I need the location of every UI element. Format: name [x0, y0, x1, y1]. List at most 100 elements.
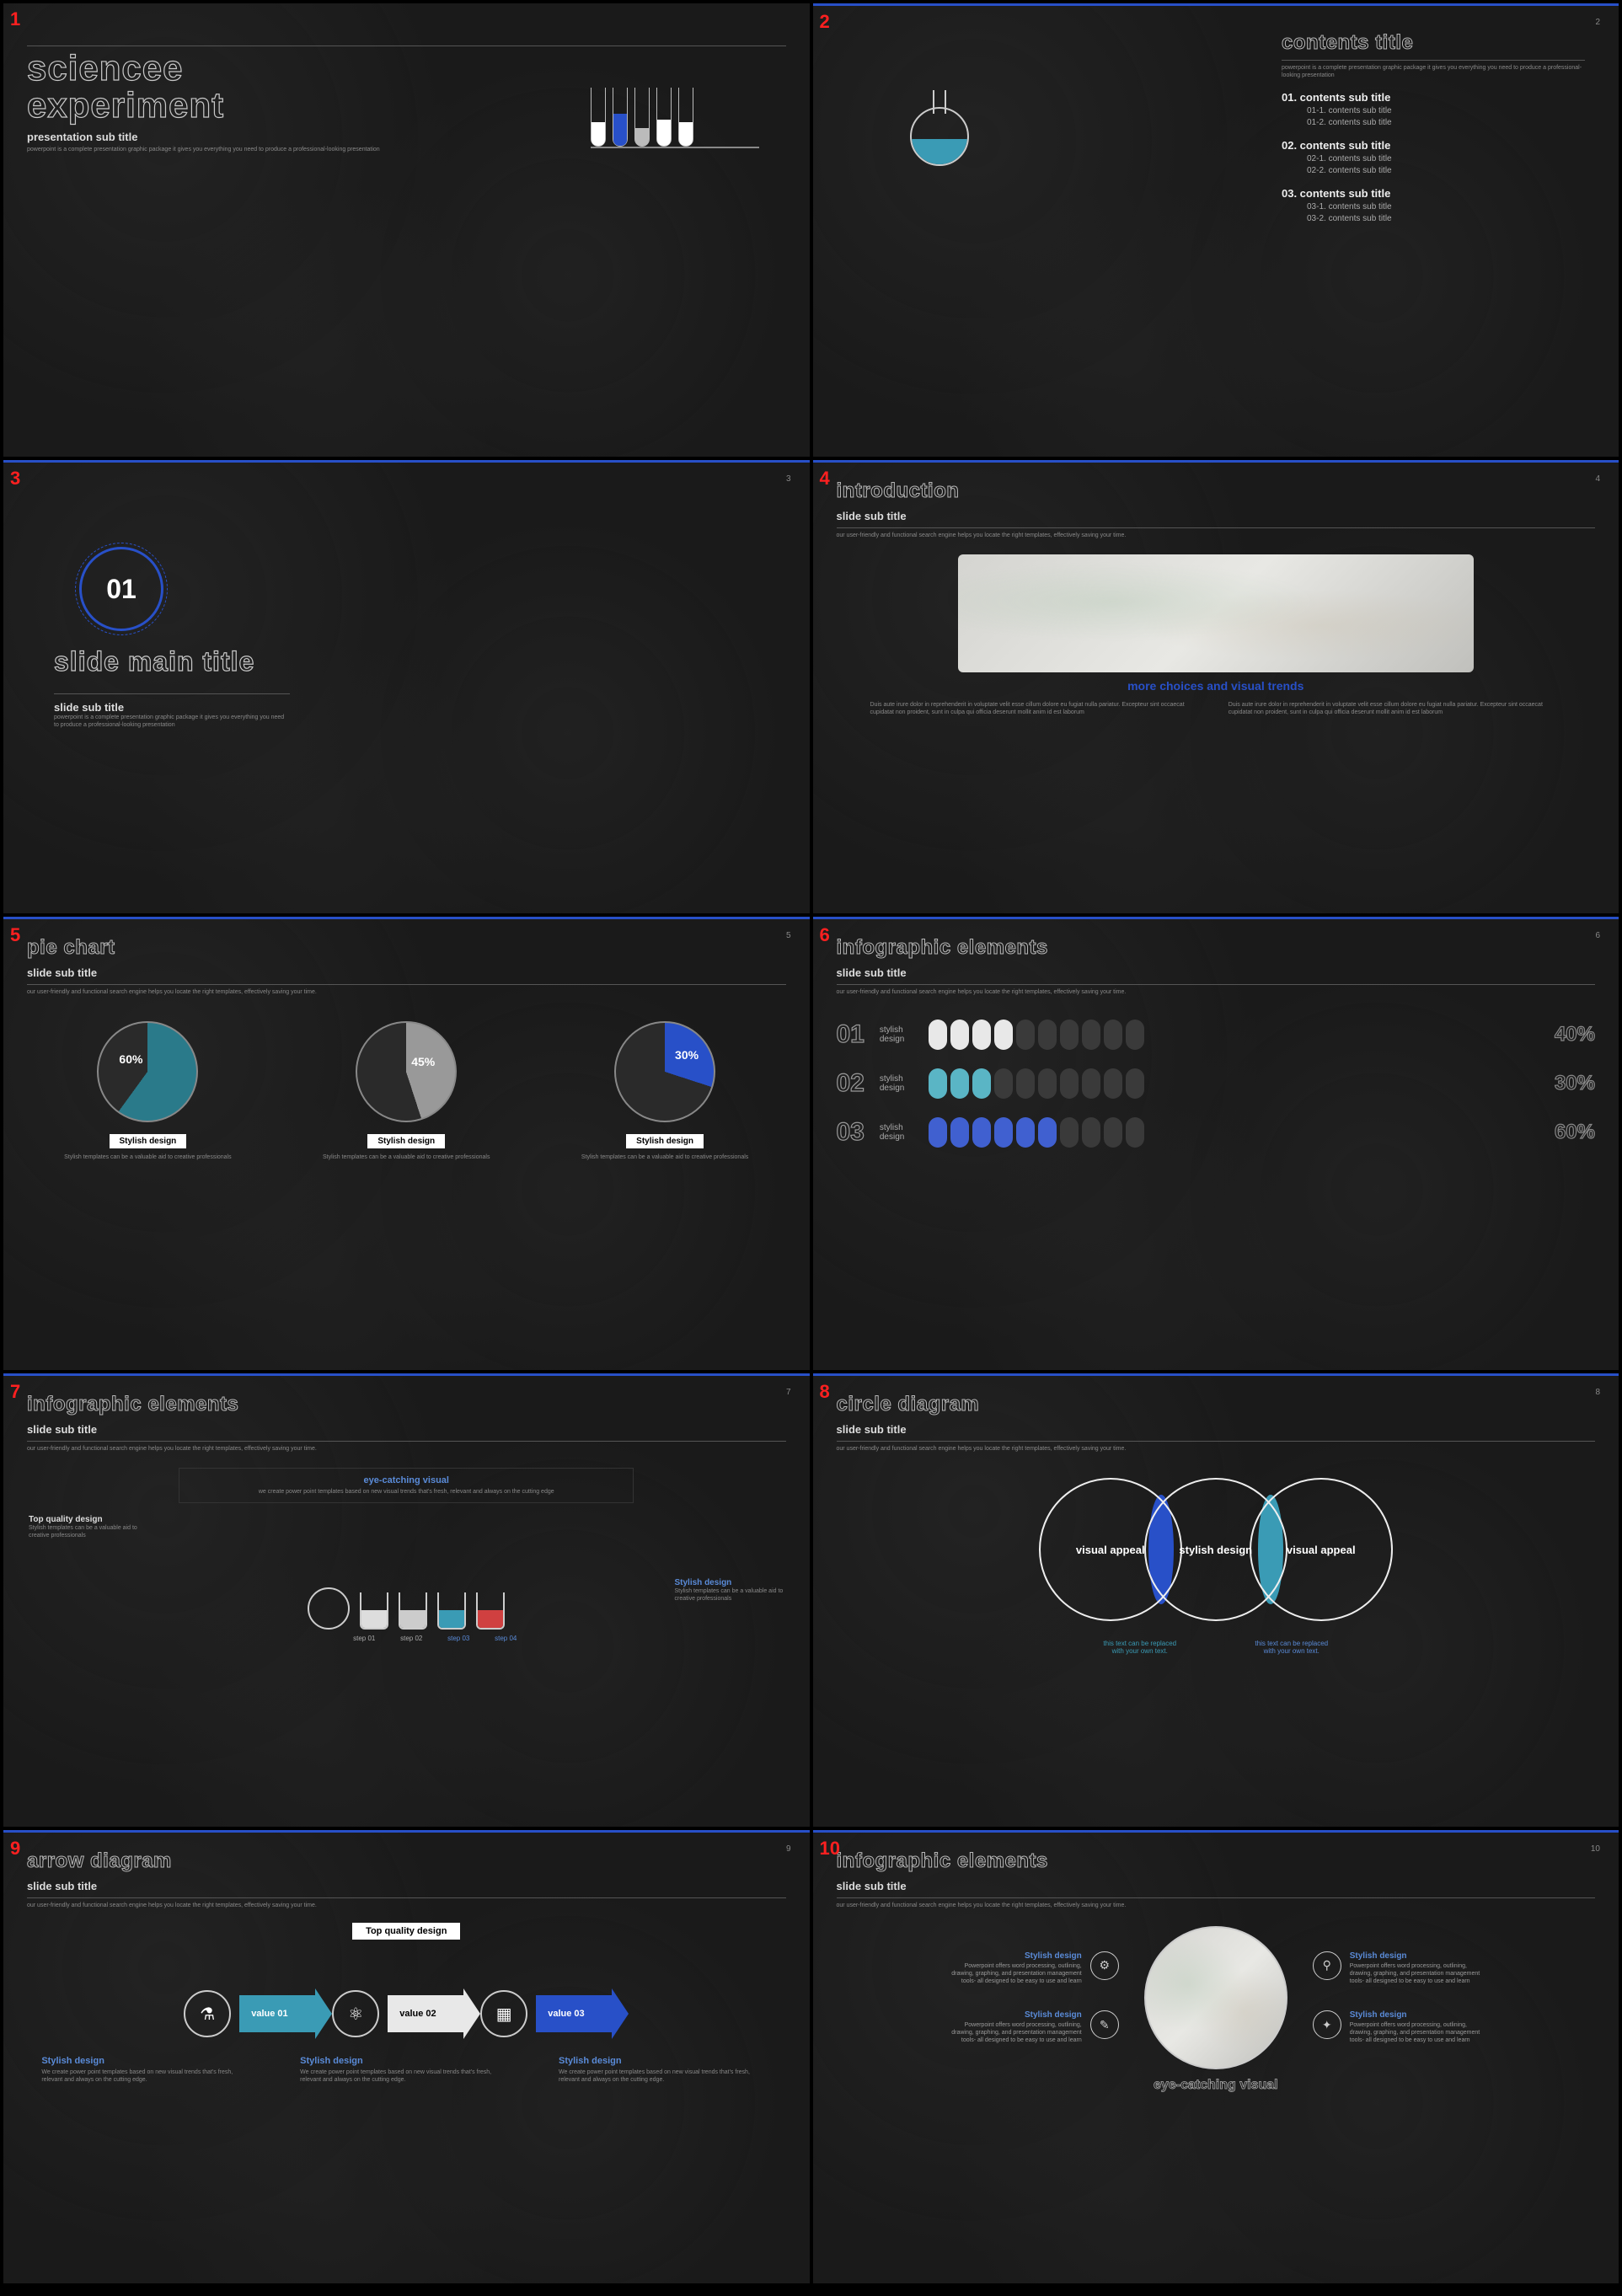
slide-subtitle: slide sub title: [837, 966, 1596, 979]
distillation-illustration: [27, 1520, 786, 1630]
pie-charts: 60% Stylish design Stylish templates can b…: [27, 1021, 786, 1161]
slide-10: 10 10 infographic elements slide sub tit…: [813, 1830, 1619, 2283]
slide-subtitle: slide sub title: [837, 1423, 1596, 1436]
contents-sub: 03-1. contents sub title: [1307, 202, 1585, 211]
slide-8: 8 8 circle diagram slide sub title our u…: [813, 1373, 1619, 1827]
arrow-cell: ⚛value 02: [332, 1990, 480, 2037]
item-head: Stylish design: [1350, 2010, 1481, 2020]
sd-text: Stylish templates can be a valuable aid …: [675, 1587, 784, 1603]
arrow-sequence: ⚗value 01⚛value 02▦value 03: [27, 1990, 786, 2037]
eye-heading: eye-catching visual: [193, 1475, 619, 1485]
page-badge: 7: [10, 1381, 20, 1403]
arrow-icon: ⚛: [332, 1990, 379, 2037]
item-head: Stylish design: [950, 2010, 1082, 2020]
item-icon: ✦: [1313, 2010, 1341, 2039]
contents-sub: 01-2. contents sub title: [1307, 118, 1585, 127]
item-text: Stylish designPowerpoint offers word pro…: [1350, 2010, 1481, 2044]
right-items: ⚲ Stylish designPowerpoint offers word pr…: [1313, 1951, 1481, 2045]
step-label: step 01: [348, 1635, 380, 1642]
slide-desc: our user-friendly and functional search …: [837, 988, 1596, 996]
contents-head: 01. contents sub title: [1282, 91, 1585, 104]
slide-title: infographic elements: [837, 1849, 1596, 1873]
pill: [1060, 1117, 1079, 1148]
pill: [950, 1068, 969, 1099]
page-badge: 4: [820, 468, 830, 490]
pill: [929, 1117, 947, 1148]
slide-title: introduction: [837, 479, 1596, 503]
pill: [972, 1020, 991, 1050]
slide-desc: our user-friendly and functional search …: [27, 1902, 786, 1909]
contents-sub: 03-2. contents sub title: [1307, 214, 1585, 223]
slide-3: 3 3 01 slide main title slide sub title …: [3, 460, 810, 913]
bar-row: 02stylish design30%: [837, 1068, 1596, 1099]
caption-text: We create power point templates based on…: [300, 2069, 512, 2084]
description: powerpoint is a complete presentation gr…: [27, 146, 482, 153]
bar-pills: [929, 1117, 1521, 1148]
pill: [1082, 1068, 1100, 1099]
pie-pct: 60%: [119, 1052, 142, 1066]
contents-block: contents title powerpoint is a complete …: [1282, 31, 1585, 223]
pill: [1060, 1068, 1079, 1099]
number-circle: 01: [79, 547, 163, 631]
bar-row: 03stylish design60%: [837, 1117, 1596, 1148]
beaker-4: [476, 1592, 505, 1630]
pie-tag: Stylish design: [626, 1134, 704, 1148]
arrow-caption: Stylish designWe create power point temp…: [41, 2056, 254, 2084]
center-photo: [1144, 1926, 1287, 2069]
item-icon: ✎: [1090, 2010, 1119, 2039]
slide-subtitle: slide sub title: [837, 510, 1596, 522]
pie-block: 45%Stylish designStylish templates can b…: [300, 1021, 512, 1161]
pill: [994, 1068, 1013, 1099]
item-text: Stylish designPowerpoint offers word pro…: [950, 2010, 1082, 2044]
slide-4: 4 4 introduction slide sub title our use…: [813, 460, 1619, 913]
page-badge: 2: [820, 11, 830, 33]
bar-num: 03: [837, 1118, 865, 1147]
test-tube: [613, 88, 628, 147]
slide-1: 1 sciencee experiment presentation sub t…: [3, 3, 810, 457]
caption-text: We create power point templates based on…: [559, 2069, 771, 2084]
pill: [950, 1020, 969, 1050]
arrow-icon: ▦: [480, 1990, 527, 2037]
pie-chart: 60%: [97, 1021, 198, 1122]
slide-number: 3: [786, 474, 791, 484]
item-icon: ⚲: [1313, 1951, 1341, 1980]
step-label: step 03: [442, 1635, 474, 1642]
slide-7: 7 7 infographic elements slide sub title…: [3, 1373, 810, 1827]
slide-title: arrow diagram: [27, 1849, 786, 1873]
bar-label: stylish design: [880, 1074, 913, 1093]
pill: [1038, 1117, 1057, 1148]
contents-item: 01. contents sub title01-1. contents sub…: [1282, 91, 1585, 127]
page-badge: 10: [820, 1838, 840, 1860]
item-head: Stylish design: [1350, 1951, 1481, 1961]
pill: [950, 1117, 969, 1148]
contents-sub: 02-2. contents sub title: [1307, 166, 1585, 175]
venn-circle-2: stylish design: [1144, 1478, 1287, 1621]
eye-catching-box: eye-catching visual we create power poin…: [179, 1468, 634, 1503]
beaker-illustration: [591, 88, 759, 206]
step-labels: step 01step 02step 03step 04: [27, 1635, 786, 1642]
item-icon: ⚙: [1090, 1951, 1119, 1980]
caption-head: Stylish design: [300, 2056, 512, 2066]
page-badge: 1: [10, 8, 20, 30]
pill: [1016, 1117, 1035, 1148]
slide-title: infographic elements: [837, 936, 1596, 960]
slide-number: 5: [786, 931, 791, 940]
slide-number: 6: [1595, 931, 1600, 940]
pill: [1016, 1068, 1035, 1099]
contents-list: 01. contents sub title01-1. contents sub…: [1282, 91, 1585, 223]
col-1: Duis aute irure dolor in reprehenderit i…: [870, 701, 1203, 716]
slide-number: 9: [786, 1844, 791, 1854]
bar-pills: [929, 1068, 1521, 1099]
pie-block: 30%Stylish designStylish templates can b…: [559, 1021, 771, 1161]
slide-6: 6 6 infographic elements slide sub title…: [813, 917, 1619, 1370]
pill: [929, 1068, 947, 1099]
beaker-1: [360, 1592, 388, 1630]
test-tube: [656, 88, 672, 147]
contents-sub: 02-1. contents sub title: [1307, 154, 1585, 163]
left-items: ⚙ Stylish designPowerpoint offers word pr…: [950, 1951, 1119, 2045]
slide-title: infographic elements: [27, 1393, 786, 1416]
top-quality-tag: Top quality design: [352, 1923, 460, 1940]
caption-text: We create power point templates based on…: [41, 2069, 254, 2084]
pie-chart: 30%: [614, 1021, 715, 1122]
pie-cap: Stylish templates can be a valuable aid …: [300, 1153, 512, 1161]
